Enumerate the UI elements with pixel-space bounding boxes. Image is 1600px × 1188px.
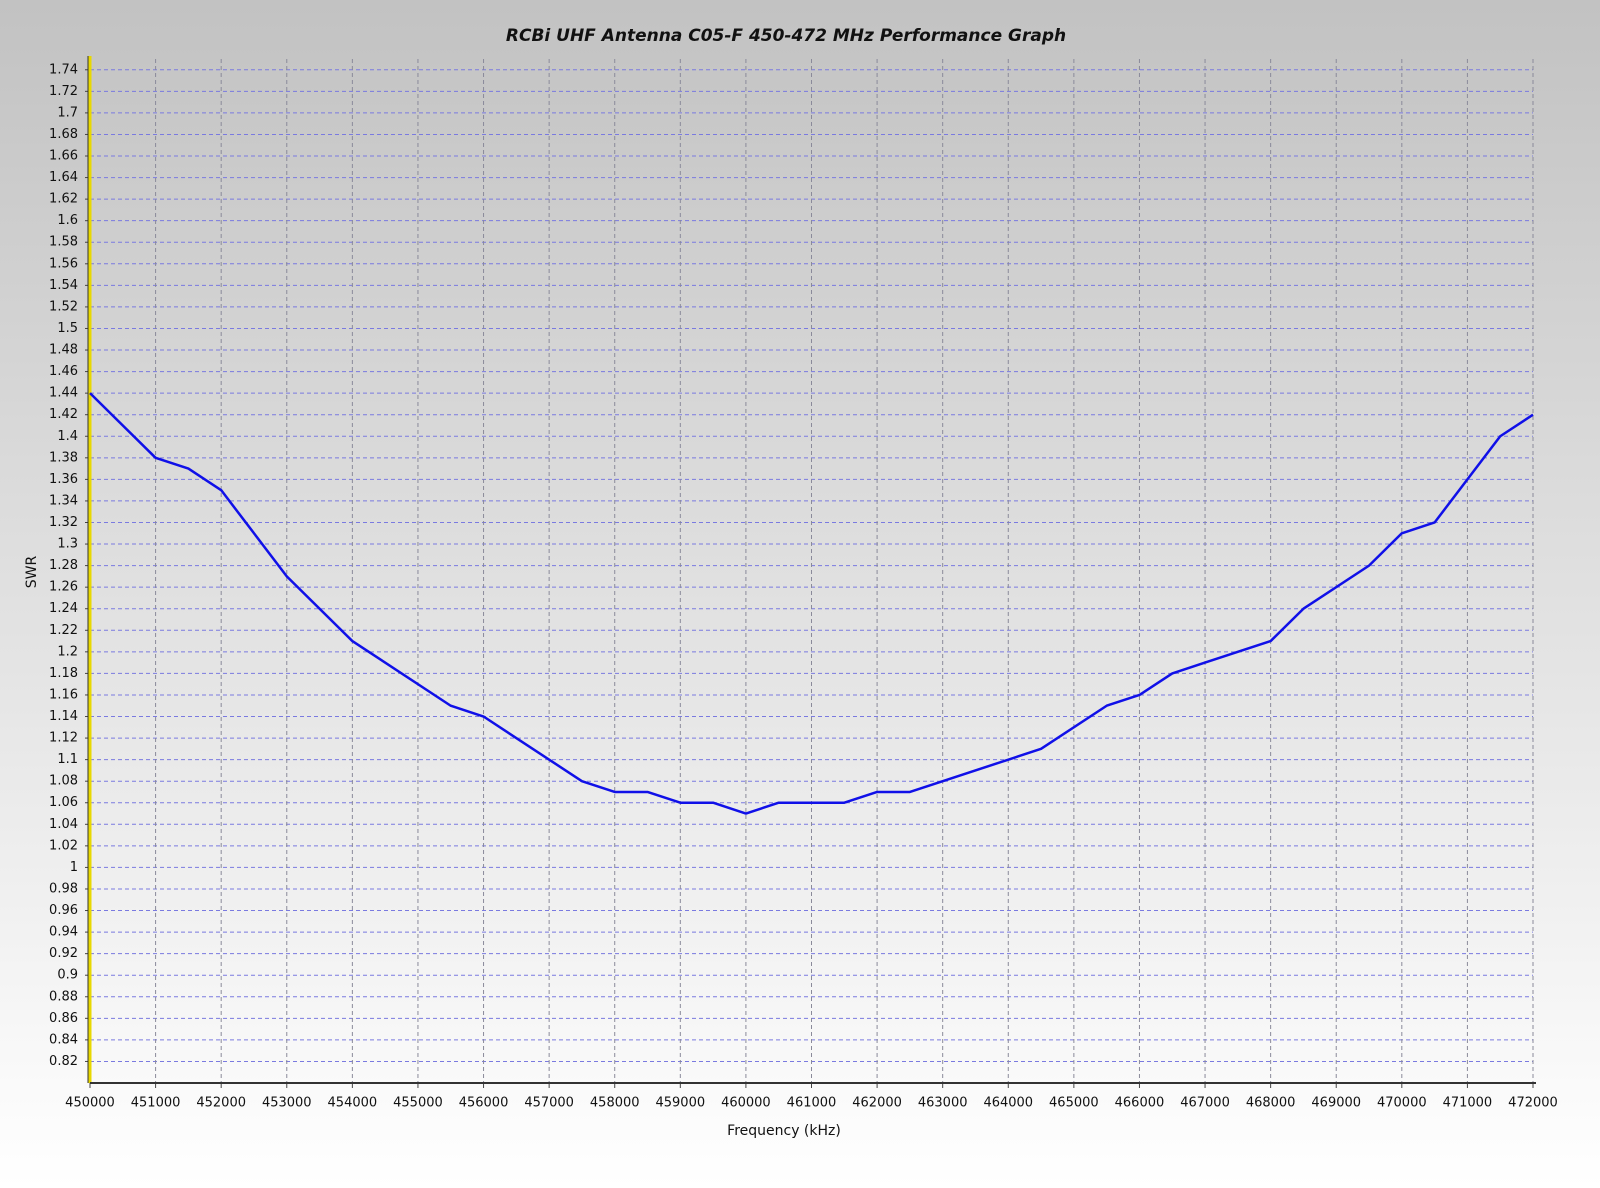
- x-tick-label: 468000: [1246, 1096, 1296, 1111]
- y-tick-label: 1.4: [57, 429, 78, 444]
- y-tick-label: 1.06: [49, 795, 78, 810]
- x-tick-label: 455000: [393, 1096, 443, 1111]
- y-tick-label: 1.02: [49, 838, 78, 853]
- x-tick-label: 470000: [1377, 1096, 1427, 1111]
- y-tick-label: 1.66: [49, 149, 78, 164]
- y-tick-label: 1.68: [49, 127, 78, 142]
- y-tick-label: 0.88: [49, 989, 78, 1004]
- y-tick-label: 1.72: [49, 84, 78, 99]
- y-tick-label: 1.24: [49, 601, 78, 616]
- y-tick-label: 0.98: [49, 881, 78, 896]
- y-tick-label: 1.42: [49, 407, 78, 422]
- x-tick-label: 452000: [196, 1096, 246, 1111]
- y-tick-label: 0.9: [57, 968, 78, 983]
- x-tick-label: 462000: [852, 1096, 902, 1111]
- x-tick-label: 459000: [655, 1096, 705, 1111]
- x-tick-label: 454000: [328, 1096, 378, 1111]
- y-tick-label: 1.3: [57, 537, 78, 552]
- y-axis-label: SWR: [24, 556, 40, 589]
- x-tick-label: 458000: [590, 1096, 640, 1111]
- chart-title: RCBi UHF Antenna C05-F 450-472 MHz Perfo…: [506, 26, 1066, 46]
- y-tick-label: 1.64: [49, 170, 78, 185]
- x-axis-label: Frequency (kHz): [727, 1123, 841, 1139]
- x-tick-label: 469000: [1311, 1096, 1361, 1111]
- y-tick-label: 1.36: [49, 472, 78, 487]
- x-tick-label: 450000: [65, 1096, 115, 1111]
- y-tick-label: 1.12: [49, 731, 78, 746]
- y-tick-label: 1.28: [49, 558, 78, 573]
- x-tick-label: 467000: [1180, 1096, 1230, 1111]
- y-tick-label: 1.74: [49, 62, 78, 77]
- y-tick-label: 1.26: [49, 580, 78, 595]
- y-tick-label: 1.08: [49, 774, 78, 789]
- y-tick-label: 1.48: [49, 343, 78, 358]
- y-tick-label: 1.04: [49, 817, 78, 832]
- x-tick-label: 457000: [524, 1096, 574, 1111]
- y-tick-label: 0.94: [49, 925, 78, 940]
- x-tick-label: 471000: [1443, 1096, 1493, 1111]
- y-tick-label: 1.16: [49, 687, 78, 702]
- y-tick-label: 1.32: [49, 515, 78, 530]
- x-tick-label: 466000: [1115, 1096, 1165, 1111]
- y-tick-label: 1.54: [49, 278, 78, 293]
- y-tick-label: 1.34: [49, 493, 78, 508]
- y-tick-label: 1.58: [49, 235, 78, 250]
- y-tick-label: 1.52: [49, 299, 78, 314]
- x-tick-label: 453000: [262, 1096, 312, 1111]
- x-tick-label: 461000: [787, 1096, 837, 1111]
- y-tick-label: 1.6: [57, 213, 78, 228]
- y-tick-label: 1.5: [57, 321, 78, 336]
- y-tick-label: 1.56: [49, 256, 78, 271]
- x-tick-label: 465000: [1049, 1096, 1099, 1111]
- y-tick-label: 1.14: [49, 709, 78, 724]
- x-tick-label: 463000: [918, 1096, 968, 1111]
- y-tick-label: 0.92: [49, 946, 78, 961]
- y-tick-label: 1.2: [57, 644, 78, 659]
- y-tick-label: 1.7: [57, 105, 78, 120]
- y-tick-label: 0.82: [49, 1054, 78, 1069]
- y-tick-label: 1.1: [57, 752, 78, 767]
- x-tick-label: 451000: [131, 1096, 181, 1111]
- y-tick-label: 1.44: [49, 386, 78, 401]
- y-tick-label: 1.18: [49, 666, 78, 681]
- x-tick-label: 464000: [983, 1096, 1033, 1111]
- y-tick-label: 1.22: [49, 623, 78, 638]
- y-tick-label: 0.96: [49, 903, 78, 918]
- x-tick-label: 460000: [721, 1096, 771, 1111]
- series-line: [89, 392, 1534, 815]
- x-tick-label: 472000: [1508, 1096, 1558, 1111]
- y-tick-label: 0.86: [49, 1011, 78, 1026]
- y-tick-label: 0.84: [49, 1032, 78, 1047]
- y-tick-label: 1.46: [49, 364, 78, 379]
- x-tick-label: 456000: [459, 1096, 509, 1111]
- y-tick-label: 1: [70, 860, 78, 875]
- y-tick-label: 1.62: [49, 192, 78, 207]
- y-tick-label: 1.38: [49, 450, 78, 465]
